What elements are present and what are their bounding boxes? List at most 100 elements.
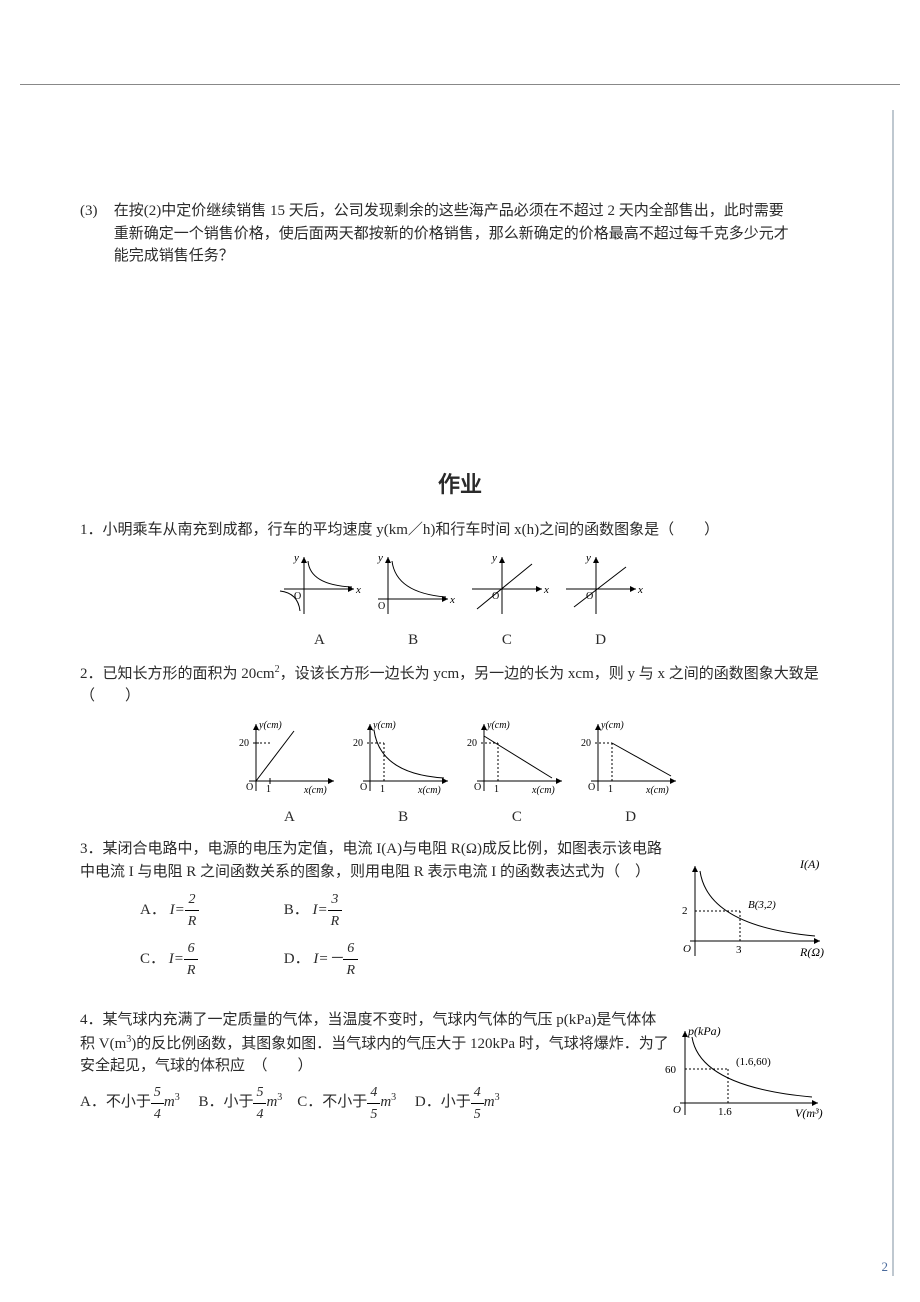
svg-text:y(cm): y(cm) [372, 720, 396, 731]
svg-text:x(cm): x(cm) [645, 785, 669, 796]
q3-opt-c: C． I=6R [140, 938, 280, 981]
q3-a-label: A． [140, 902, 166, 918]
q2-graphs: x(cm) y(cm) O 20 1 x(cm) y(cm) O 20 1 [80, 716, 840, 796]
q4-a-den: 4 [151, 1104, 164, 1125]
q3-b-num: 3 [328, 889, 343, 911]
svg-text:1: 1 [380, 784, 385, 795]
q2-text: 2．已知长方形的面积为 20cm2，设该长方形一边长为 ycm，另一边的长为 x… [80, 662, 840, 708]
svg-text:y: y [491, 552, 497, 564]
q3-opt-b: B． I=3R [284, 889, 424, 932]
q2-graph-c: x(cm) y(cm) O 20 1 [462, 716, 572, 796]
q4-c-num: 4 [367, 1082, 380, 1104]
q3-d-num: 6 [343, 938, 358, 960]
q2-opt-d: D [576, 806, 686, 829]
q3-graph: I(A) R(Ω) O 2 3 B(3,2) [670, 856, 830, 966]
svg-text:O: O [492, 591, 499, 602]
svg-text:20: 20 [239, 738, 249, 749]
q4-opt-c: C．不小于45m3 [297, 1094, 400, 1110]
q2-option-labels: A B C D [80, 806, 840, 829]
svg-text:y: y [377, 552, 383, 564]
q4-graph: p(kPa) V(m³) O 60 1.6 (1.6,60) [660, 1023, 830, 1123]
q2-graph-a: x(cm) y(cm) O 20 1 [234, 716, 344, 796]
q4-a-unit: m [164, 1094, 175, 1110]
q4-opt-d: D．小于45m3 [415, 1094, 500, 1110]
svg-text:R(Ω): R(Ω) [799, 945, 824, 959]
q3-c-num: 6 [184, 938, 199, 960]
svg-text:O: O [673, 1104, 681, 1116]
page: (3) 在按(2)中定价继续销售 15 天后，公司发现剩余的这些海产品必须在不超… [0, 0, 920, 1302]
q4-b-label: B．小于 [198, 1094, 253, 1110]
svg-text:I(A): I(A) [799, 857, 819, 871]
q4-d-unit: m [484, 1094, 495, 1110]
q3-text: 3．某闭合电路中，电源的电压为定值，电流 I(A)与电阻 R(Ω)成反比例，如图… [80, 838, 670, 883]
svg-text:O: O [588, 782, 595, 793]
q1-graphs: x y O x y O x y O [80, 549, 840, 619]
svg-text:O: O [683, 943, 691, 955]
cont-number: (3) [80, 200, 110, 223]
svg-text:O: O [474, 782, 481, 793]
svg-text:O: O [246, 782, 253, 793]
svg-text:y(cm): y(cm) [258, 720, 282, 731]
svg-text:y(cm): y(cm) [600, 720, 624, 731]
q4-b-num: 5 [253, 1082, 266, 1104]
q2-opt-b: B [348, 806, 458, 829]
q3-b-label: B． [284, 902, 309, 918]
svg-text:x: x [449, 594, 455, 606]
q4-d-sup: 3 [495, 1092, 500, 1103]
svg-text:20: 20 [353, 738, 363, 749]
q3-opt-a: A． I=2R [140, 889, 280, 932]
q4-a-num: 5 [151, 1082, 164, 1104]
q3-d-den: R [343, 960, 358, 981]
q4-text: 4．某气球内充满了一定质量的气体，当温度不变时，气球内气体的气压 p(kPa)是… [80, 1009, 670, 1078]
q4-text-b: )的反比例函数，其图象如图．当气球内的气压大于 120kPa 时，气球将爆炸．为… [80, 1036, 669, 1075]
svg-text:1: 1 [266, 784, 271, 795]
q4-a-label: A．不小于 [80, 1094, 151, 1110]
right-shade [892, 110, 894, 1276]
q3-a-num: 2 [185, 889, 200, 911]
q2-opt-c: C [462, 806, 572, 829]
svg-text:1.6: 1.6 [718, 1106, 732, 1118]
svg-text:1: 1 [608, 784, 613, 795]
svg-text:x(cm): x(cm) [303, 785, 327, 796]
question-1: 1．小明乘车从南充到成都，行车的平均速度 y(km／h)和行车时间 x(h)之间… [80, 519, 840, 652]
cont-text: 在按(2)中定价继续销售 15 天后，公司发现剩余的这些海产品必须在不超过 2 … [114, 200, 794, 268]
q3-d-lhs: I=－ [313, 951, 343, 967]
svg-text:x: x [637, 584, 643, 596]
svg-text:x(cm): x(cm) [531, 785, 555, 796]
q4-b-den: 4 [253, 1104, 266, 1125]
svg-text:x: x [355, 584, 361, 596]
q3-a-den: R [185, 911, 200, 932]
q2-opt-a: A [234, 806, 344, 829]
svg-text:y(cm): y(cm) [486, 720, 510, 731]
svg-text:2: 2 [682, 905, 688, 917]
q3-c-den: R [184, 960, 199, 981]
svg-text:y: y [293, 552, 299, 564]
q1-graph-b: x y O [368, 549, 458, 619]
q3-c-label: C． [140, 951, 165, 967]
svg-text:60: 60 [665, 1064, 677, 1076]
svg-text:O: O [360, 782, 367, 793]
q1-opt-c: C [462, 629, 552, 652]
svg-text:O: O [294, 591, 301, 602]
q4-d-label: D．小于 [415, 1094, 471, 1110]
q4-d-den: 5 [471, 1104, 484, 1125]
q1-graph-c: x y O [462, 549, 552, 619]
q4-opt-a: A．不小于54m3 [80, 1094, 183, 1110]
q4-c-unit: m [380, 1094, 391, 1110]
top-rule [20, 84, 900, 85]
q4-c-sup: 3 [391, 1092, 396, 1103]
homework-title: 作业 [80, 468, 840, 501]
q4-a-sup: 3 [175, 1092, 180, 1103]
q1-opt-a: A [274, 629, 364, 652]
q1-graph-a: x y O [274, 549, 364, 619]
q3-d-label: D． [284, 951, 310, 967]
q1-option-labels: A B C D [80, 629, 840, 652]
svg-text:x: x [543, 584, 549, 596]
svg-text:p(kPa): p(kPa) [687, 1024, 721, 1038]
continuation-question: (3) 在按(2)中定价继续销售 15 天后，公司发现剩余的这些海产品必须在不超… [80, 200, 840, 268]
q4-b-sup: 3 [277, 1092, 282, 1103]
svg-text:20: 20 [581, 738, 591, 749]
q4-opt-b: B．小于54m3 [198, 1094, 286, 1110]
svg-text:B(3,2): B(3,2) [748, 899, 776, 911]
svg-text:20: 20 [467, 738, 477, 749]
